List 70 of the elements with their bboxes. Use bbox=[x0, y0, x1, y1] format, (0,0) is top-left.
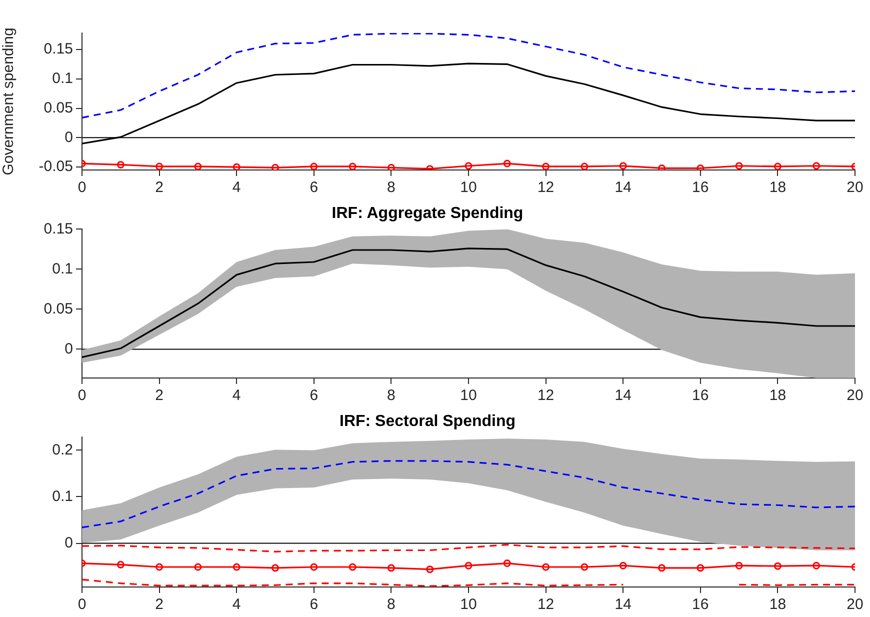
x-tick-label: 20 bbox=[846, 596, 864, 614]
line-series bbox=[82, 33, 855, 118]
x-tick-label: 14 bbox=[614, 596, 632, 614]
y-tick-label: 0.2 bbox=[52, 441, 73, 458]
x-tick-label: 18 bbox=[769, 596, 786, 614]
x-tick-label: 8 bbox=[387, 596, 396, 614]
point bbox=[696, 564, 704, 572]
point bbox=[232, 563, 240, 571]
point bbox=[426, 566, 434, 574]
x-tick-label: 2 bbox=[155, 387, 164, 404]
line-series bbox=[82, 460, 855, 528]
y-tick-label: -0.05 bbox=[38, 158, 73, 176]
point bbox=[580, 563, 588, 571]
x-tick-label: 2 bbox=[155, 596, 164, 614]
x-tick-label: 0 bbox=[78, 387, 86, 404]
y-tick-label: 0.05 bbox=[44, 99, 73, 116]
point bbox=[387, 564, 395, 572]
x-tick-label: 20 bbox=[846, 179, 864, 196]
x-tick-label: 12 bbox=[537, 596, 554, 614]
x-tick-label: 0 bbox=[78, 179, 86, 196]
y-tick-label: 0.1 bbox=[52, 488, 73, 505]
point bbox=[194, 563, 202, 571]
x-tick-label: 4 bbox=[232, 179, 241, 196]
point bbox=[348, 563, 356, 571]
x-tick-label: 20 bbox=[846, 387, 864, 404]
point bbox=[542, 563, 550, 571]
x-tick-label: 6 bbox=[310, 387, 318, 404]
x-tick-label: 6 bbox=[310, 596, 318, 614]
point bbox=[156, 563, 164, 571]
y-tick-label: 0.15 bbox=[44, 220, 73, 238]
chart-title: IRF: Aggregate Spending bbox=[332, 205, 524, 222]
y-tick-label: 0.1 bbox=[52, 260, 73, 278]
x-tick-label: 16 bbox=[692, 179, 709, 196]
x-tick-label: 4 bbox=[232, 596, 241, 614]
x-tick-label: 14 bbox=[614, 387, 632, 404]
x-tick-label: 6 bbox=[310, 179, 318, 196]
point bbox=[272, 564, 279, 572]
point bbox=[812, 562, 820, 570]
point bbox=[310, 563, 318, 571]
chart-title: IRF: Sectoral Spending bbox=[339, 413, 516, 430]
point bbox=[503, 560, 511, 568]
x-tick-label: 12 bbox=[537, 387, 554, 404]
line-series bbox=[82, 544, 855, 552]
x-tick-label: 14 bbox=[614, 179, 632, 196]
x-tick-label: 16 bbox=[692, 387, 709, 404]
x-tick-label: 18 bbox=[769, 387, 786, 404]
point bbox=[735, 562, 743, 570]
point bbox=[116, 560, 124, 568]
x-tick-label: 4 bbox=[232, 387, 241, 404]
x-tick-label: 12 bbox=[537, 179, 554, 196]
y-tick-label: 0.15 bbox=[44, 40, 73, 58]
y-tick-label: 0.1 bbox=[52, 70, 73, 88]
x-tick-label: 10 bbox=[460, 387, 477, 404]
y-tick-label: 0 bbox=[64, 128, 73, 146]
x-tick-label: 8 bbox=[387, 387, 396, 404]
x-tick-label: 16 bbox=[692, 596, 709, 614]
point bbox=[658, 564, 666, 572]
x-tick-label: 2 bbox=[155, 179, 164, 196]
point bbox=[774, 562, 782, 570]
x-tick-label: 10 bbox=[460, 179, 477, 196]
y-tick-label: 0 bbox=[64, 340, 73, 358]
y-tick-label: 0.05 bbox=[44, 300, 73, 318]
x-tick-label: 18 bbox=[769, 179, 786, 196]
x-tick-label: 8 bbox=[387, 179, 396, 196]
y-axis-title: Government spending bbox=[0, 28, 18, 176]
y-tick-label: 0 bbox=[64, 534, 73, 552]
point bbox=[464, 562, 472, 570]
point bbox=[619, 562, 627, 570]
x-tick-label: 0 bbox=[78, 596, 86, 614]
x-tick-label: 10 bbox=[460, 596, 477, 614]
